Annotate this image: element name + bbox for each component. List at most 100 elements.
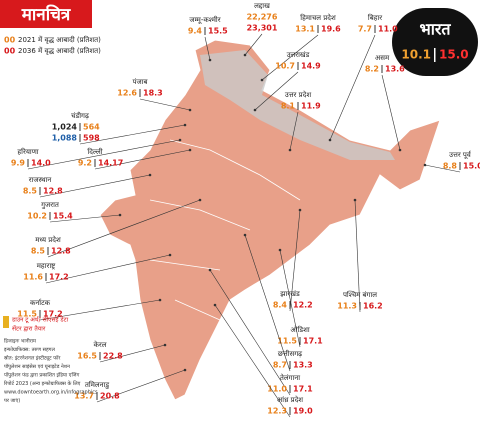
- leader-line: [329, 34, 376, 141]
- value-2021: 16.5: [77, 352, 97, 361]
- leader-line: [209, 269, 291, 396]
- region-name: पंजाब: [133, 78, 149, 86]
- leader-line: [354, 199, 361, 313]
- value-2021: 8.1: [281, 102, 296, 111]
- india-label: भारत: [419, 20, 451, 39]
- leader-line: [49, 214, 121, 223]
- region-name: मध्य प्रदेश: [35, 235, 61, 244]
- credit-line: डिजाइनः भानीराम: [4, 338, 37, 345]
- leader-line: [79, 124, 186, 145]
- separator: [297, 102, 299, 110]
- value-2021: 10.2: [27, 212, 47, 221]
- region-name: राजस्थान: [29, 176, 52, 184]
- separator: [317, 25, 319, 33]
- value-2036: 15.0: [463, 162, 480, 171]
- region-name: लद्दाख: [254, 2, 270, 10]
- leader-dot: [183, 123, 187, 127]
- region-name: ओडिशा: [290, 325, 309, 334]
- value-2036: 20.8: [100, 392, 120, 401]
- leader-dot: [288, 148, 292, 152]
- separator: [289, 301, 291, 309]
- leader-dot: [158, 298, 162, 302]
- leader-line: [139, 98, 191, 111]
- value-2021: 22,276: [247, 13, 278, 22]
- region-name: उत्तराखंड: [287, 51, 310, 59]
- separator: [204, 27, 206, 35]
- leader-line: [27, 139, 181, 170]
- leader-line: [289, 111, 299, 151]
- separator: [381, 65, 383, 73]
- credit-icon: [3, 316, 9, 328]
- value-2036: 15.4: [53, 212, 73, 221]
- region-name: हिमाचल प्रदेश: [300, 13, 336, 22]
- leader-line: [96, 369, 186, 403]
- leader-line: [254, 71, 299, 111]
- region-name: महाराष्ट्र: [37, 262, 56, 270]
- value-2036: 598: [83, 134, 100, 143]
- leader-line: [289, 209, 301, 312]
- leader-line: [244, 234, 291, 372]
- separator: [39, 310, 41, 318]
- legend-text: 2036 में वृद्ध आबादी (प्रतिशत): [18, 46, 101, 55]
- separator: [359, 302, 361, 310]
- value-2036: 18.3: [143, 89, 163, 98]
- region-name: चंडीगढ़: [71, 111, 90, 120]
- credits: डाउन टू अर्थ/ सीएसई डेटासेंटर द्वारा तैय…: [3, 316, 98, 404]
- separator: [27, 159, 29, 167]
- value-2021: 1,024: [52, 123, 78, 132]
- value-2021: 8.5: [31, 247, 46, 256]
- value-2036: 17.1: [293, 385, 313, 394]
- separator: [459, 162, 461, 170]
- region-name: तमिलनाडु: [85, 380, 110, 389]
- leader-line: [47, 199, 201, 258]
- value-2021: 8.5: [23, 187, 38, 196]
- separator: [289, 385, 291, 393]
- credit-line: रिपोर्ट 2023 (अन्य इन्फोग्राफिक्स के लिए: [4, 380, 81, 387]
- value-2021: 11.0: [267, 385, 287, 394]
- region-name: दिल्ली: [87, 147, 102, 156]
- leader-dot: [213, 303, 217, 307]
- value-2036: 22.8: [103, 352, 123, 361]
- credit-line: इन्फोग्राफिक्स: तरुण सहगल: [4, 346, 55, 353]
- value-2021: 13.7: [74, 392, 94, 401]
- value-2021: 8.8: [443, 162, 458, 171]
- leader-line: [244, 33, 263, 56]
- region-name: उत्तर पूर्व: [449, 150, 472, 159]
- value-2021: 11.3: [337, 302, 357, 311]
- separator: [47, 247, 49, 255]
- leader-dot: [253, 108, 257, 112]
- region-name: झारखंड: [280, 290, 300, 298]
- leader-line: [99, 344, 166, 363]
- leader-line: [94, 149, 191, 170]
- leader-dot: [243, 233, 247, 237]
- region-name: बिहार: [368, 13, 382, 22]
- credit-heading: सेंटर द्वारा तैयार: [12, 325, 46, 333]
- leader-dot: [208, 58, 212, 62]
- value-2036: 19.0: [293, 407, 313, 416]
- value-2021: 1,088: [52, 134, 78, 143]
- leader-dot: [423, 163, 427, 167]
- region-name: कर्नाटक: [30, 298, 51, 307]
- value-2021: 11.5: [277, 337, 297, 346]
- value-2036: 13.3: [293, 361, 313, 370]
- separator: [49, 212, 51, 220]
- value-2036: 12.2: [293, 301, 313, 310]
- state-borders: [149, 139, 301, 321]
- value-2036: 13.6: [385, 65, 405, 74]
- region-name: छत्तीसगढ़: [278, 349, 303, 358]
- leader-dot: [243, 53, 247, 57]
- region-name: केरल: [94, 340, 107, 349]
- leader-dot: [118, 213, 122, 217]
- india-map: [99, 39, 441, 401]
- leader-line: [45, 254, 171, 284]
- india-2036: 15.0: [439, 48, 469, 62]
- separator: [297, 62, 299, 70]
- value-2021: 10.7: [275, 62, 295, 71]
- value-2036: 16.2: [363, 302, 383, 311]
- leader-dot: [278, 248, 282, 252]
- leader-dot: [148, 173, 152, 177]
- separator: [39, 187, 41, 195]
- value-2021: 8.4: [273, 301, 288, 310]
- title-box: [0, 0, 92, 28]
